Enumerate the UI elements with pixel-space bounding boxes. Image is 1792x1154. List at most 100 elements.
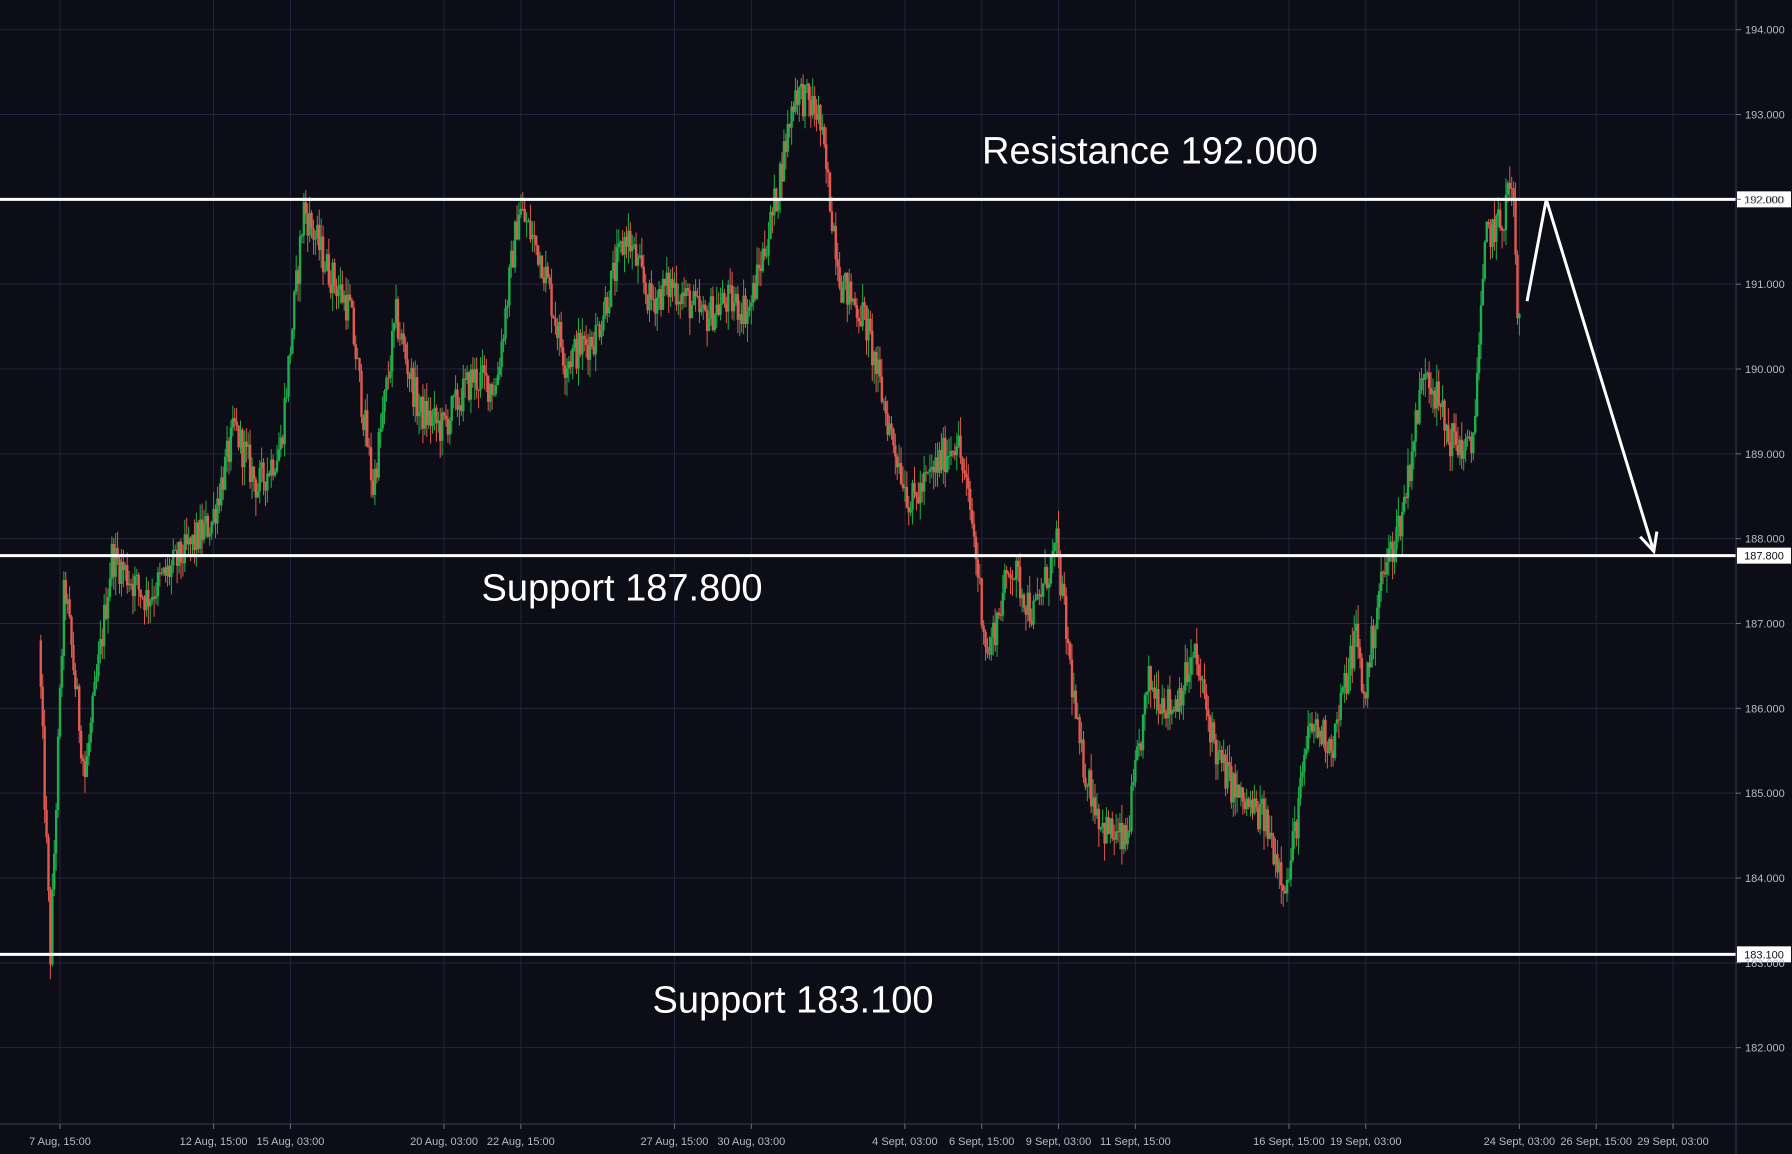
candle-body [147, 590, 150, 607]
candle-body [675, 282, 678, 305]
candle-body [558, 321, 561, 339]
candle-body [857, 317, 861, 322]
candle-body [1512, 188, 1515, 199]
candle-body [890, 423, 893, 429]
candle-body [970, 509, 974, 524]
x-tick-label: 15 Aug, 03:00 [256, 1136, 324, 1148]
candle-body [97, 654, 100, 677]
candle-body [853, 298, 857, 306]
candle-body [563, 365, 567, 378]
candle-body [542, 277, 546, 284]
candle-body [391, 331, 394, 372]
y-tick-label: 186.000 [1745, 703, 1785, 715]
candle-body [168, 565, 171, 577]
candle-body [490, 384, 494, 395]
candle-body [727, 285, 730, 312]
candle-body [953, 451, 957, 456]
candle-body [1406, 465, 1410, 499]
candle-body [705, 310, 709, 331]
candle-body [1228, 761, 1231, 766]
candle-body [909, 509, 912, 513]
candle-body [1276, 854, 1279, 873]
candle-body [1358, 647, 1362, 659]
candle-body [1201, 679, 1204, 681]
candle-body [1481, 278, 1485, 306]
candle-body [869, 318, 872, 331]
candle-body [1426, 372, 1429, 374]
candle-body [185, 534, 188, 545]
candle-body [619, 241, 622, 244]
candle-body [444, 415, 448, 419]
candle-body [997, 612, 1001, 615]
candle-body [723, 292, 726, 304]
candle-body [702, 304, 705, 309]
candle-body [567, 361, 571, 369]
candle-body [302, 202, 306, 236]
candle-body [786, 124, 789, 152]
candle-body [1389, 541, 1392, 549]
candle-body [496, 375, 500, 386]
candle-body [848, 281, 851, 305]
candle-body [327, 254, 331, 285]
candle-body [711, 296, 715, 331]
candle-body [1057, 528, 1060, 556]
x-axis[interactable]: 7 Aug, 15:00 12 Aug, 15:00 15 Aug, 03:00 20… [0, 1123, 1792, 1148]
candle-body [1456, 444, 1460, 456]
candle-body [198, 519, 202, 549]
candle-body [690, 305, 693, 319]
candle-body [830, 211, 834, 232]
candle-body [469, 369, 473, 400]
candle-body [750, 302, 753, 307]
candle-body [145, 590, 148, 611]
candle-body [665, 272, 668, 286]
candle-body [696, 295, 699, 297]
candle-body [1243, 801, 1246, 810]
candle-body [1251, 799, 1254, 814]
candle-body [527, 220, 530, 222]
candle-body [907, 507, 910, 513]
candle-body [1506, 182, 1510, 195]
candle-body [237, 425, 240, 448]
candle-body [1007, 573, 1010, 575]
candle-body [423, 401, 427, 429]
candle-body [191, 534, 194, 545]
candle-body [752, 282, 755, 303]
candle-body [525, 221, 528, 223]
candle-body [101, 638, 104, 647]
candle-body [673, 282, 676, 288]
candle-body [949, 450, 953, 456]
candle-body [586, 344, 590, 360]
candle-body [1268, 832, 1271, 839]
candle-body [1255, 798, 1258, 808]
candle-body [1032, 600, 1035, 625]
candle-body [275, 460, 279, 472]
candle-body [1272, 836, 1275, 865]
candle-body [1178, 688, 1181, 712]
candle-body [611, 262, 615, 271]
candle-body [1013, 579, 1016, 581]
candle-body [152, 596, 156, 599]
candle-body [1402, 496, 1406, 512]
candle-body [1078, 717, 1081, 744]
candle-body [1015, 560, 1018, 580]
candle-body [778, 163, 782, 201]
candle-body [1385, 562, 1389, 575]
candle-body [1153, 687, 1156, 699]
y-axis[interactable]: 194.000 193.000 192.000 191.000 190.000 189.0… [1735, 0, 1785, 1154]
candle-body [1443, 400, 1446, 431]
candle-body [442, 412, 446, 416]
candle-body [1458, 439, 1462, 456]
candle-body [1061, 583, 1064, 596]
candle-body [488, 384, 492, 402]
candle-body [1308, 723, 1312, 727]
candle-body [1281, 885, 1285, 891]
candle-body [679, 301, 682, 305]
candle-body [855, 305, 859, 318]
candle-body [550, 283, 553, 317]
candle-body [784, 141, 788, 152]
candle-body [204, 515, 208, 524]
candle-body [986, 646, 989, 654]
candle-body [617, 243, 620, 248]
candle-body [70, 616, 73, 645]
